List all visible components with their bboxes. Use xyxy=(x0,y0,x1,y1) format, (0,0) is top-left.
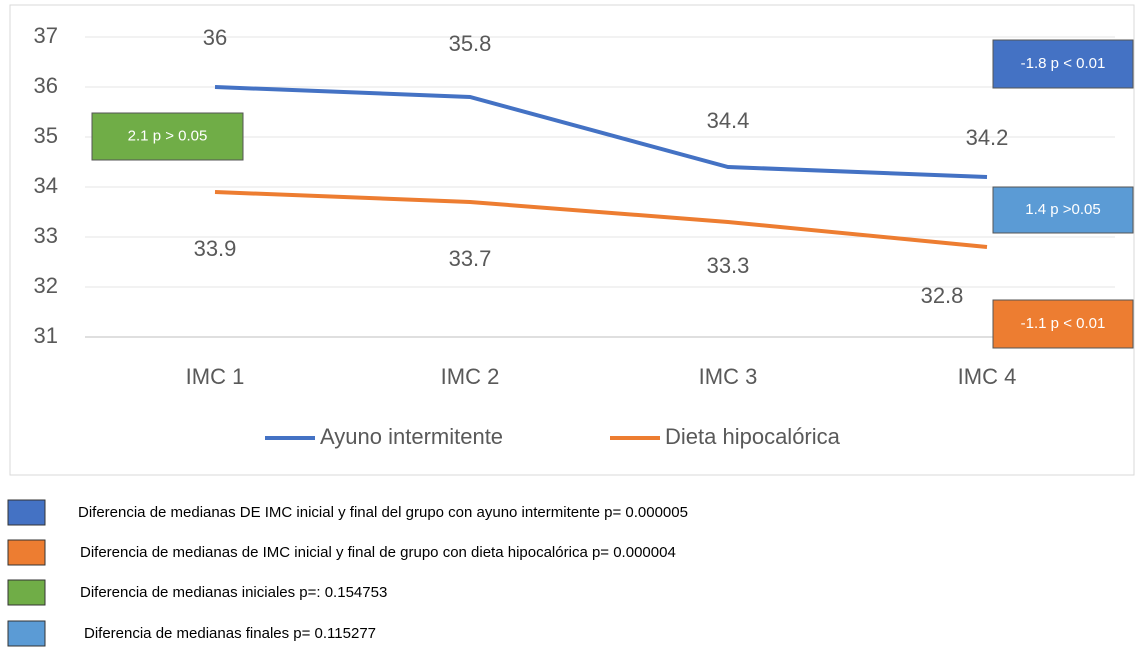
note-swatch xyxy=(7,620,46,647)
data-label: 33.7 xyxy=(449,246,492,271)
x-tick-label: IMC 2 xyxy=(441,364,500,389)
x-tick-label: IMC 3 xyxy=(699,364,758,389)
annotation-box xyxy=(992,299,1134,349)
annotation-box xyxy=(91,112,244,161)
y-tick-label: 35 xyxy=(34,123,58,148)
data-label: 34.4 xyxy=(707,108,750,133)
note-swatch xyxy=(7,539,46,566)
note-text: Diferencia de medianas finales p= 0.1152… xyxy=(84,625,376,642)
series-line xyxy=(214,85,988,179)
data-label: 35.8 xyxy=(449,31,492,56)
y-tick-label: 31 xyxy=(34,323,58,348)
y-tick-label: 33 xyxy=(34,223,58,248)
y-tick-label: 37 xyxy=(34,23,58,48)
data-label: 33.3 xyxy=(707,253,750,278)
y-tick-label: 32 xyxy=(34,273,58,298)
note-text: Diferencia de medianas DE IMC inicial y … xyxy=(78,504,688,521)
note-text: Diferencia de medianas iniciales p=: 0.1… xyxy=(80,584,387,601)
note-swatch xyxy=(7,499,46,526)
x-tick-label: IMC 4 xyxy=(958,364,1017,389)
annotation-box xyxy=(992,39,1134,89)
annotation-box xyxy=(992,186,1134,234)
chart-frame xyxy=(9,4,1135,476)
note-text: Diferencia de medianas de IMC inicial y … xyxy=(80,544,676,561)
data-label: 33.9 xyxy=(194,236,237,261)
data-label: 32.8 xyxy=(921,283,964,308)
annotation-text: -1.8 p < 0.01 xyxy=(1021,55,1106,72)
y-tick-label: 34 xyxy=(34,173,58,198)
data-label: 36 xyxy=(203,25,227,50)
x-tick-label: IMC 1 xyxy=(186,364,245,389)
annotation-text: -1.1 p < 0.01 xyxy=(1021,315,1106,332)
data-label: 34.2 xyxy=(966,125,1009,150)
annotation-text: 2.1 p > 0.05 xyxy=(128,127,208,144)
y-tick-label: 36 xyxy=(34,73,58,98)
series-line xyxy=(214,190,988,249)
legend-label: Dieta hipocalórica xyxy=(665,424,841,449)
note-swatch xyxy=(7,579,46,606)
legend-label: Ayuno intermitente xyxy=(320,424,503,449)
annotation-text: 1.4 p >0.05 xyxy=(1025,201,1100,218)
